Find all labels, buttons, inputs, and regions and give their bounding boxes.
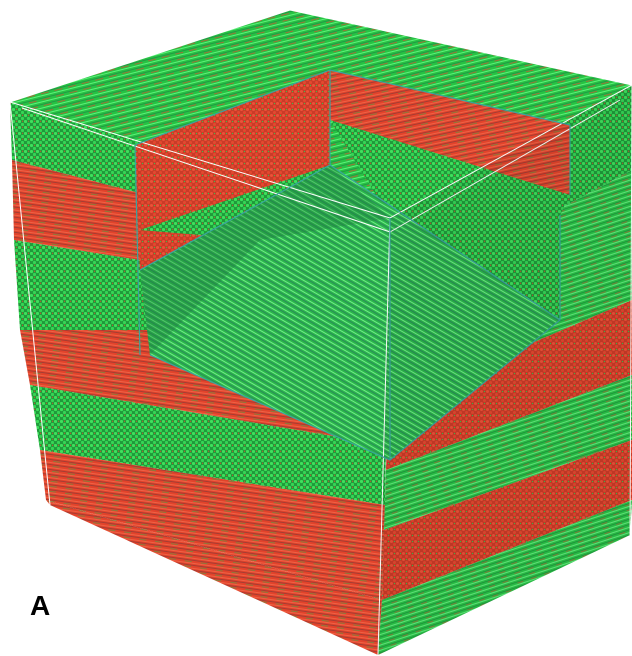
right-face-shade <box>378 85 632 655</box>
panel-label: A <box>30 590 51 621</box>
cutaway-edges <box>134 69 571 461</box>
cutaway-region <box>135 70 570 460</box>
